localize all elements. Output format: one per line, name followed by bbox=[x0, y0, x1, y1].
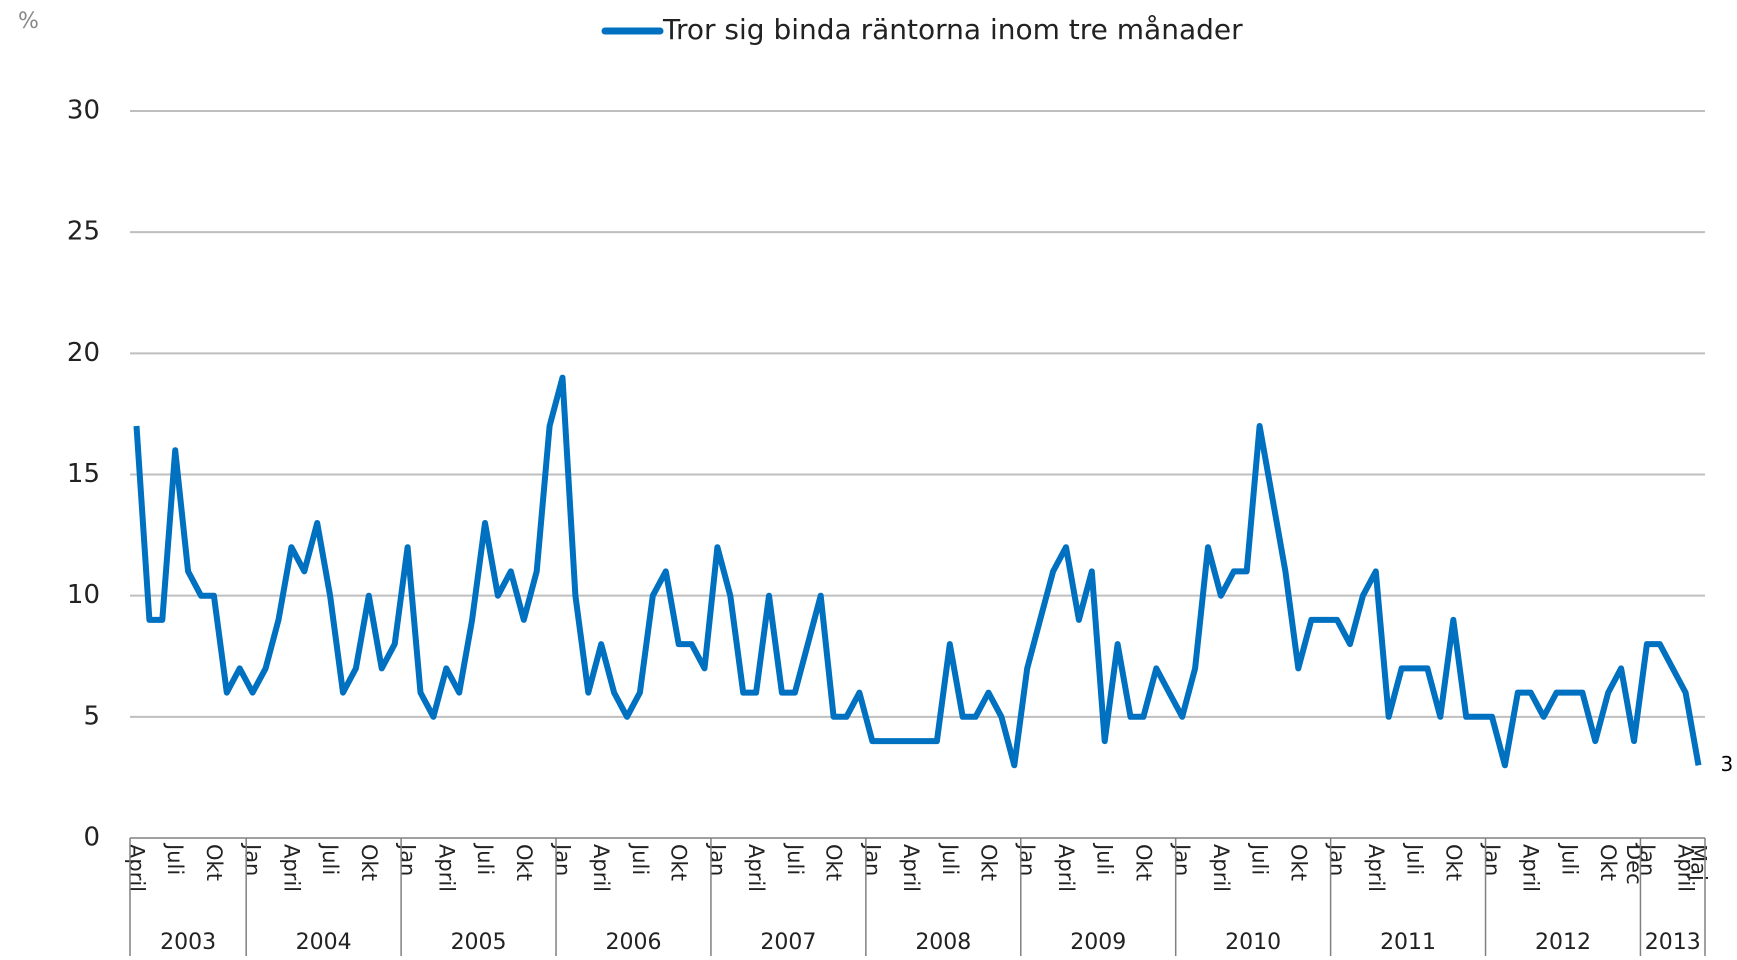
x-tick-label: Juli bbox=[938, 842, 962, 875]
x-tick-label: Juli bbox=[1403, 842, 1427, 875]
x-tick-label: Okt bbox=[512, 844, 536, 881]
year-label: 2006 bbox=[605, 930, 661, 955]
x-tick-label: Okt bbox=[1596, 844, 1620, 881]
y-tick-label: 30 bbox=[67, 96, 100, 126]
year-label: 2005 bbox=[451, 930, 507, 955]
x-tick-label: April bbox=[124, 844, 148, 892]
year-label: 2003 bbox=[160, 930, 216, 955]
y-tick-label: 10 bbox=[67, 580, 100, 610]
x-tick-label: Jan bbox=[550, 842, 574, 876]
x-tick-label: Okt bbox=[1441, 844, 1465, 881]
x-tick-label: Okt bbox=[1131, 844, 1155, 881]
y-tick-label: 15 bbox=[67, 459, 100, 489]
x-tick-label: Okt bbox=[202, 844, 226, 881]
x-tick-label: April bbox=[1674, 844, 1698, 892]
x-tick-label: Jan bbox=[1635, 842, 1659, 876]
x-tick-label: Juli bbox=[1248, 842, 1272, 875]
year-label: 2007 bbox=[760, 930, 816, 955]
unit-label: % bbox=[18, 9, 39, 34]
year-label: 2012 bbox=[1535, 930, 1591, 955]
x-tick-label: Maj bbox=[1687, 844, 1711, 881]
year-label: 2009 bbox=[1070, 930, 1126, 955]
y-tick-label: 0 bbox=[83, 823, 100, 853]
x-tick-label: April bbox=[279, 844, 303, 892]
x-tick-label: Juli bbox=[318, 842, 342, 875]
x-tick-label: Dec bbox=[1622, 844, 1646, 885]
year-label: 2013 bbox=[1645, 930, 1701, 955]
x-tick-label: April bbox=[1054, 844, 1078, 892]
x-tick-label: Okt bbox=[357, 844, 381, 881]
legend-label: Tror sig binda räntorna inom tre månader bbox=[662, 13, 1243, 46]
x-tick-label: Juli bbox=[1557, 842, 1581, 875]
x-tick-label: April bbox=[1519, 844, 1543, 892]
x-tick-label: April bbox=[589, 844, 613, 892]
x-tick-label: Jan bbox=[860, 842, 884, 876]
year-label: 2004 bbox=[296, 930, 352, 955]
x-tick-label: Juli bbox=[783, 842, 807, 875]
x-tick-label: April bbox=[1209, 844, 1233, 892]
y-tick-label: 25 bbox=[67, 217, 100, 247]
x-tick-label: April bbox=[434, 844, 458, 892]
x-tick-label: April bbox=[899, 844, 923, 892]
x-tick-label: April bbox=[1364, 844, 1388, 892]
x-tick-label: Okt bbox=[1286, 844, 1310, 881]
data-label: 3 bbox=[1721, 752, 1734, 776]
x-tick-label: Okt bbox=[667, 844, 691, 881]
x-tick-label: Juli bbox=[628, 842, 652, 875]
y-tick-label: 20 bbox=[67, 338, 100, 368]
x-tick-label: Juli bbox=[473, 842, 497, 875]
x-tick-label: Jan bbox=[1015, 842, 1039, 876]
x-tick-label: Jan bbox=[1480, 842, 1504, 876]
y-tick-label: 5 bbox=[83, 701, 100, 731]
x-tick-label: Okt bbox=[822, 844, 846, 881]
x-tick-label: Juli bbox=[163, 842, 187, 875]
year-label: 2011 bbox=[1380, 930, 1436, 955]
data-line bbox=[133, 374, 1702, 769]
year-label: 2008 bbox=[915, 930, 971, 955]
x-tick-label: Jan bbox=[396, 842, 420, 876]
x-tick-label: Okt bbox=[977, 844, 1001, 881]
x-tick-label: Jan bbox=[705, 842, 729, 876]
x-tick-label: Jan bbox=[1170, 842, 1194, 876]
x-tick-label: Juli bbox=[1093, 842, 1117, 875]
year-label: 2010 bbox=[1225, 930, 1281, 955]
x-tick-label: April bbox=[744, 844, 768, 892]
x-tick-label: Jan bbox=[241, 842, 265, 876]
x-tick-label: Jan bbox=[1325, 842, 1349, 876]
